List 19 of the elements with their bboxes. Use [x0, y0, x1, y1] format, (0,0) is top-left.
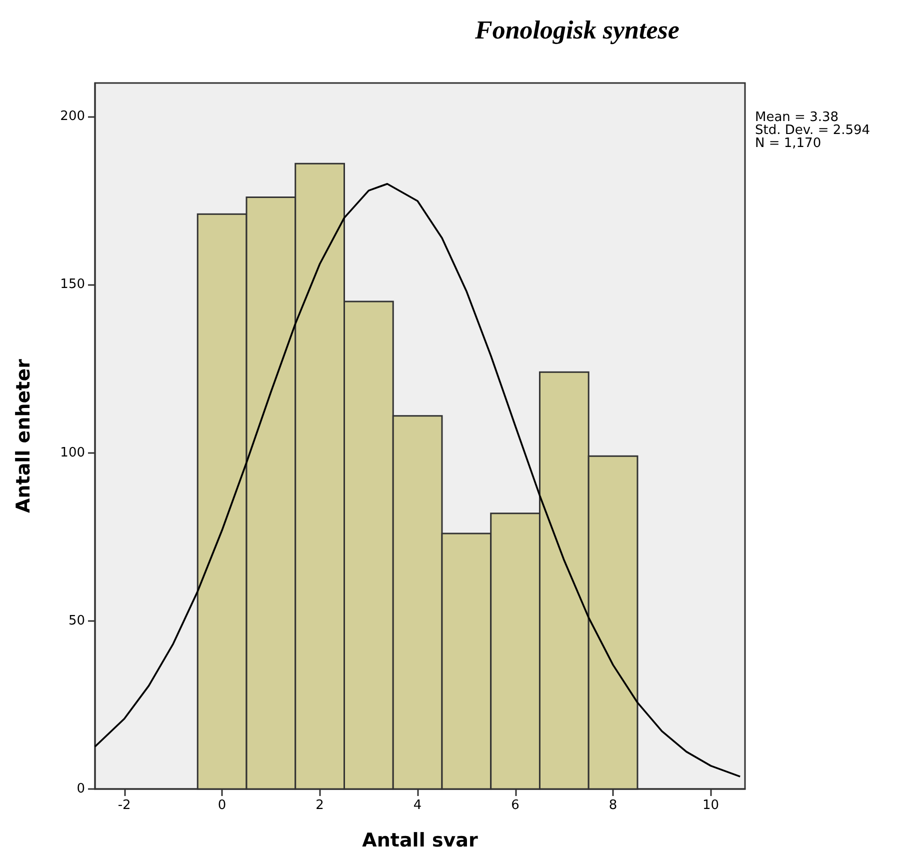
y-tick-label: 150 [60, 277, 85, 292]
x-tick-label: 10 [702, 798, 720, 813]
y-tick-label: 50 [68, 613, 85, 628]
x-tick-label: 0 [218, 798, 226, 813]
y-tick-label: 100 [60, 445, 85, 460]
x-axis-title: Antall svar [362, 830, 478, 852]
x-tick-label: -2 [118, 798, 131, 813]
text: Mean = 3.38 [755, 110, 839, 125]
x-tick-label: 6 [511, 798, 520, 813]
y-axis-title: Antall enheter [12, 358, 34, 513]
text: N = 1,170 [755, 136, 822, 151]
x-tick-label: 8 [608, 798, 618, 813]
x-tick-label: 2 [316, 798, 324, 813]
y-tick-label: 0 [76, 782, 85, 796]
y-tick-label: 200 [60, 109, 85, 124]
chart-title: Fonologisk syntese [474, 16, 680, 44]
x-tick-label: 4 [413, 798, 422, 813]
text: Std. Dev. = 2.594 [755, 123, 870, 138]
line-series [94, 182, 742, 778]
